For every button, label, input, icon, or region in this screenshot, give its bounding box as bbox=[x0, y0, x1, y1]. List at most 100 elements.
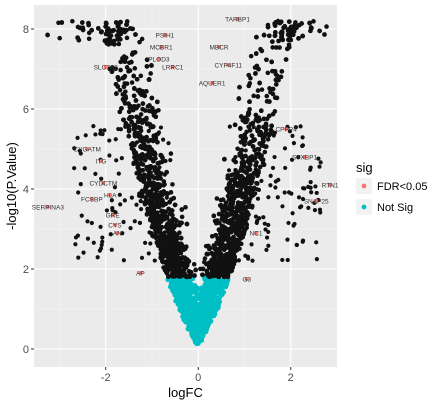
not-sig-point bbox=[199, 318, 205, 324]
sig-point bbox=[243, 153, 248, 159]
not-sig-point bbox=[191, 333, 196, 339]
sig-point bbox=[242, 142, 247, 147]
sig-point bbox=[256, 66, 261, 72]
sig-point bbox=[132, 66, 138, 71]
sig-point bbox=[184, 221, 190, 227]
sig-point bbox=[231, 210, 237, 215]
sig-point bbox=[130, 26, 135, 32]
sig-point bbox=[144, 64, 150, 69]
not-sig-point bbox=[204, 279, 209, 284]
sig-point bbox=[257, 80, 262, 86]
sig-point bbox=[261, 162, 267, 168]
sig-point bbox=[152, 165, 158, 170]
sig-point bbox=[278, 19, 284, 25]
not-sig-point bbox=[219, 288, 225, 293]
sig-point bbox=[99, 29, 104, 34]
sig-point bbox=[265, 137, 271, 142]
not-sig-point bbox=[194, 285, 200, 291]
sig-point bbox=[122, 81, 128, 86]
not-sig-point bbox=[188, 289, 193, 295]
sig-point bbox=[119, 106, 124, 111]
not-sig-point bbox=[198, 331, 203, 337]
sig-point bbox=[220, 244, 226, 250]
sig-point bbox=[243, 226, 248, 232]
sig-point bbox=[266, 33, 272, 39]
sig-point bbox=[128, 104, 133, 109]
sig-point bbox=[168, 190, 174, 195]
sig-point bbox=[146, 108, 152, 114]
sig-point bbox=[250, 120, 256, 126]
sig-point bbox=[288, 37, 294, 43]
sig-point bbox=[202, 256, 208, 261]
sig-point bbox=[200, 266, 206, 272]
sig-point bbox=[240, 162, 245, 168]
sig-point bbox=[273, 77, 279, 83]
not-sig-point bbox=[218, 284, 223, 289]
sig-point bbox=[258, 108, 264, 114]
sig-point bbox=[256, 115, 261, 121]
sig-point bbox=[269, 59, 274, 65]
sig-point bbox=[264, 93, 270, 99]
sig-point bbox=[255, 88, 261, 93]
sig-point bbox=[191, 262, 197, 267]
sig-point bbox=[207, 245, 213, 251]
sig-point bbox=[263, 130, 268, 136]
sig-point bbox=[124, 35, 130, 41]
sig-point bbox=[235, 146, 240, 152]
sig-point bbox=[265, 24, 271, 30]
not-sig-point bbox=[223, 284, 228, 290]
not-sig-point bbox=[195, 340, 200, 345]
sig-point bbox=[269, 123, 274, 129]
not-sig-point bbox=[181, 297, 187, 303]
not-sig-point bbox=[180, 303, 185, 308]
sig-point bbox=[77, 25, 83, 31]
sig-point bbox=[144, 89, 149, 94]
sig-point bbox=[45, 32, 50, 38]
sig-point bbox=[138, 144, 144, 149]
sig-point bbox=[155, 139, 160, 145]
sig-point bbox=[124, 65, 130, 70]
not-sig-point bbox=[210, 304, 216, 309]
not-sig-point bbox=[198, 301, 204, 306]
sig-point bbox=[129, 119, 134, 125]
sig-point bbox=[277, 45, 282, 50]
sig-point bbox=[213, 232, 219, 238]
sig-point bbox=[192, 273, 197, 278]
sig-point bbox=[133, 32, 138, 37]
sig-point bbox=[246, 124, 252, 130]
sig-point bbox=[218, 197, 224, 203]
sig-point bbox=[129, 146, 135, 151]
sig-point bbox=[286, 19, 292, 24]
not-sig-point bbox=[205, 294, 210, 299]
sig-point bbox=[131, 73, 136, 79]
sig-point bbox=[251, 93, 257, 99]
sig-point bbox=[108, 33, 114, 38]
sig-point bbox=[144, 121, 150, 127]
sig-point bbox=[212, 263, 217, 269]
sig-point bbox=[117, 87, 123, 93]
not-sig-point bbox=[181, 308, 187, 314]
not-sig-point bbox=[205, 287, 211, 293]
sig-point bbox=[270, 45, 276, 50]
not-sig-point bbox=[206, 319, 212, 325]
sig-point bbox=[262, 149, 268, 155]
not-sig-point bbox=[204, 315, 210, 320]
sig-point bbox=[113, 81, 119, 87]
sig-point bbox=[261, 32, 267, 38]
sig-point bbox=[324, 24, 329, 29]
not-sig-point bbox=[215, 288, 221, 293]
not-sig-point bbox=[213, 296, 219, 301]
sig-point bbox=[235, 200, 241, 206]
not-sig-point bbox=[197, 296, 203, 302]
sig-point bbox=[133, 98, 139, 103]
sig-point bbox=[129, 59, 134, 65]
sig-point bbox=[242, 119, 248, 125]
sig-point bbox=[267, 113, 272, 119]
sig-point bbox=[106, 29, 112, 35]
not-sig-point bbox=[200, 325, 205, 331]
sig-point bbox=[148, 165, 154, 170]
sig-point bbox=[168, 151, 174, 156]
sig-point bbox=[184, 259, 190, 264]
sig-point bbox=[118, 67, 123, 73]
sig-point bbox=[148, 71, 153, 76]
